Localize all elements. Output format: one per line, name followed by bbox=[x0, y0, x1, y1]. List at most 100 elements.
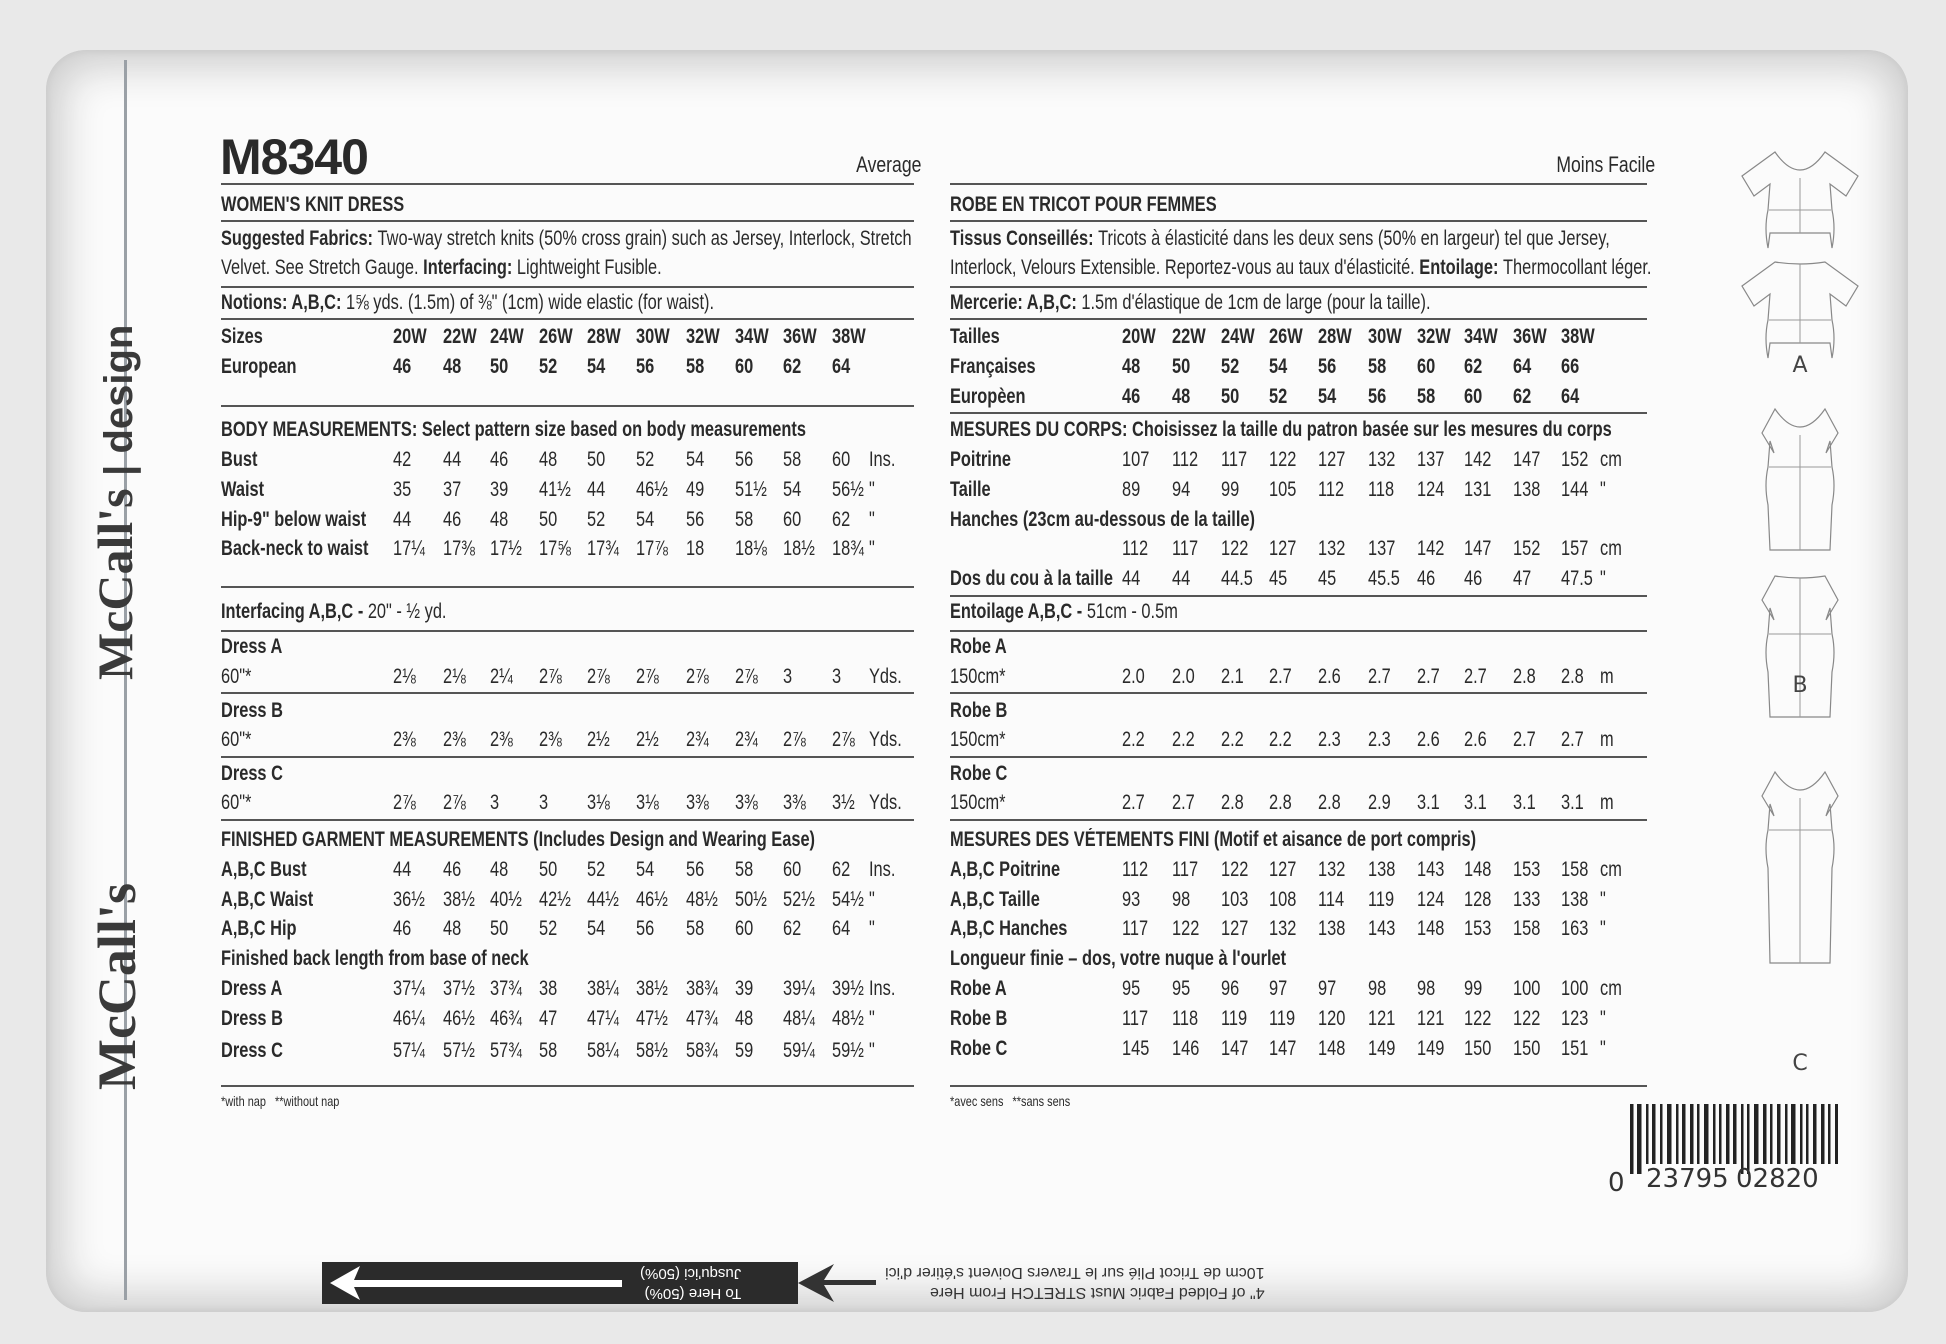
unit-label: " bbox=[1600, 1037, 1606, 1060]
size-value-cell: 62 bbox=[1464, 355, 1483, 378]
unit-label: cm bbox=[1600, 977, 1622, 1000]
unit-label: " bbox=[1600, 567, 1606, 590]
size-value-cell: 150 bbox=[1464, 1037, 1492, 1060]
divider-line bbox=[950, 819, 1647, 821]
size-value-cell: 2⅞ bbox=[735, 665, 758, 688]
row-label: Robe B bbox=[950, 1007, 1008, 1030]
size-value-cell: 137 bbox=[1368, 537, 1396, 560]
text-segment: Thermocollant léger. bbox=[1503, 256, 1652, 279]
size-value-cell: 114 bbox=[1318, 888, 1345, 911]
size-value-cell: 37 bbox=[443, 478, 462, 501]
size-value-cell: 3 bbox=[490, 791, 500, 814]
size-value-cell: 2⅞ bbox=[686, 665, 709, 688]
size-value-cell: 98 bbox=[1368, 977, 1387, 1000]
size-value-cell: 2.8 bbox=[1221, 791, 1244, 814]
size-value-cell: 58 bbox=[735, 508, 754, 531]
size-value-cell: 62 bbox=[1513, 385, 1532, 408]
text-segment: WOMEN'S KNIT DRESS bbox=[221, 193, 405, 216]
size-value-cell: 18 bbox=[686, 537, 705, 560]
text-segment: Tricots à élasticité dans les deux sens … bbox=[1098, 227, 1610, 250]
barcode-bar bbox=[1667, 1104, 1672, 1164]
size-value-cell: 44 bbox=[393, 858, 412, 881]
size-value-cell: 47½ bbox=[636, 1007, 668, 1030]
size-value-cell: 2¼ bbox=[490, 665, 513, 688]
size-value-cell: 64 bbox=[832, 355, 851, 378]
size-value-cell: 2.2 bbox=[1269, 728, 1292, 751]
text-segment: 1.5m d'élastique de 1cm de large (pour l… bbox=[1081, 291, 1431, 314]
size-value-cell: 48 bbox=[1172, 385, 1191, 408]
size-value-cell: 38¾ bbox=[686, 977, 718, 1000]
view-label: C bbox=[1792, 1051, 1807, 1076]
size-value-cell: 148 bbox=[1417, 917, 1445, 940]
size-value-cell: 50½ bbox=[735, 888, 767, 911]
stretch-gauge-bar: To Here (50%) Jusqu'ici (50%) bbox=[322, 1262, 798, 1304]
size-value-cell: 24W bbox=[490, 325, 524, 348]
size-value-cell: 147 bbox=[1464, 537, 1492, 560]
size-value-cell: 122 bbox=[1172, 917, 1200, 940]
size-value-cell: 47.5 bbox=[1561, 567, 1593, 590]
text-line: Notions: A,B,C: 1⅝ yds. (1.5m) of ⅜" (1c… bbox=[221, 290, 714, 316]
size-value-cell: 50 bbox=[490, 917, 509, 940]
size-value-cell: 38W bbox=[832, 325, 866, 348]
size-value-cell: 38W bbox=[1561, 325, 1595, 348]
size-value-cell: 138 bbox=[1318, 917, 1346, 940]
size-value-cell: 41½ bbox=[539, 478, 571, 501]
size-value-cell: 131 bbox=[1464, 478, 1492, 501]
divider-line bbox=[950, 630, 1647, 632]
text-line: Hanches (23cm au-dessous de la taille) bbox=[950, 507, 1255, 533]
row-label: Françaises bbox=[950, 355, 1036, 378]
size-value-cell: 36W bbox=[783, 325, 817, 348]
barcode-bar bbox=[1652, 1104, 1656, 1164]
size-value-cell: 142 bbox=[1464, 448, 1492, 471]
size-value-cell: 97 bbox=[1318, 977, 1337, 1000]
size-value-cell: 56 bbox=[1318, 355, 1337, 378]
size-value-cell: 57¼ bbox=[393, 1039, 425, 1062]
size-value-cell: 52 bbox=[1269, 385, 1288, 408]
size-value-cell: 20W bbox=[1122, 325, 1156, 348]
unit-label: " bbox=[1600, 888, 1606, 911]
text-line: Interfacing A,B,C - 20" - ½ yd. bbox=[221, 599, 446, 625]
size-value-cell: 17⅜ bbox=[443, 537, 475, 560]
size-value-cell: 2⅞ bbox=[832, 728, 855, 751]
divider-line bbox=[221, 630, 914, 632]
barcode-bar bbox=[1690, 1104, 1694, 1164]
text-segment: Robe C bbox=[950, 762, 1008, 785]
size-value-cell: 121 bbox=[1417, 1007, 1445, 1030]
size-value-cell: 2.6 bbox=[1464, 728, 1487, 751]
size-value-cell: 112 bbox=[1172, 448, 1199, 471]
barcode-bar bbox=[1630, 1104, 1634, 1174]
text-segment: Robe A bbox=[950, 635, 1007, 658]
text-segment: Lightweight Fusible. bbox=[516, 256, 662, 279]
size-value-cell: 3⅛ bbox=[636, 791, 659, 814]
unit-label: " bbox=[869, 1039, 875, 1062]
size-value-cell: 2.8 bbox=[1513, 665, 1536, 688]
size-value-cell: 120 bbox=[1318, 1007, 1346, 1030]
barcode-bar bbox=[1682, 1104, 1686, 1164]
size-value-cell: 2⅜ bbox=[539, 728, 562, 751]
size-value-cell: 54 bbox=[686, 448, 705, 471]
barcode-left-digits: 23795 bbox=[1646, 1164, 1729, 1194]
size-value-cell: 152 bbox=[1513, 537, 1541, 560]
text-segment: Robe B bbox=[950, 699, 1008, 722]
size-value-cell: 2.2 bbox=[1122, 728, 1145, 751]
unit-label: m bbox=[1600, 728, 1614, 751]
text-line: Velvet. See Stretch Gauge. Interfacing: … bbox=[221, 255, 662, 281]
size-value-cell: 2.7 bbox=[1172, 791, 1195, 814]
divider-line bbox=[950, 318, 1647, 320]
size-value-cell: 30W bbox=[636, 325, 670, 348]
size-value-cell: 2⅞ bbox=[783, 728, 806, 751]
row-label: 60"* bbox=[221, 728, 252, 751]
size-value-cell: 17⅞ bbox=[636, 537, 668, 560]
unit-label: " bbox=[869, 888, 875, 911]
size-value-cell: 34W bbox=[1464, 325, 1498, 348]
size-value-cell: 2.6 bbox=[1417, 728, 1440, 751]
size-value-cell: 50 bbox=[539, 858, 558, 881]
divider-line bbox=[950, 220, 1647, 222]
size-value-cell: 50 bbox=[490, 355, 509, 378]
size-value-cell: 122 bbox=[1221, 858, 1249, 881]
size-value-cell: 56½ bbox=[832, 478, 864, 501]
size-value-cell: 62 bbox=[783, 917, 802, 940]
size-value-cell: 20W bbox=[393, 325, 427, 348]
size-value-cell: 118 bbox=[1172, 1007, 1199, 1030]
barcode-bar bbox=[1754, 1104, 1759, 1164]
